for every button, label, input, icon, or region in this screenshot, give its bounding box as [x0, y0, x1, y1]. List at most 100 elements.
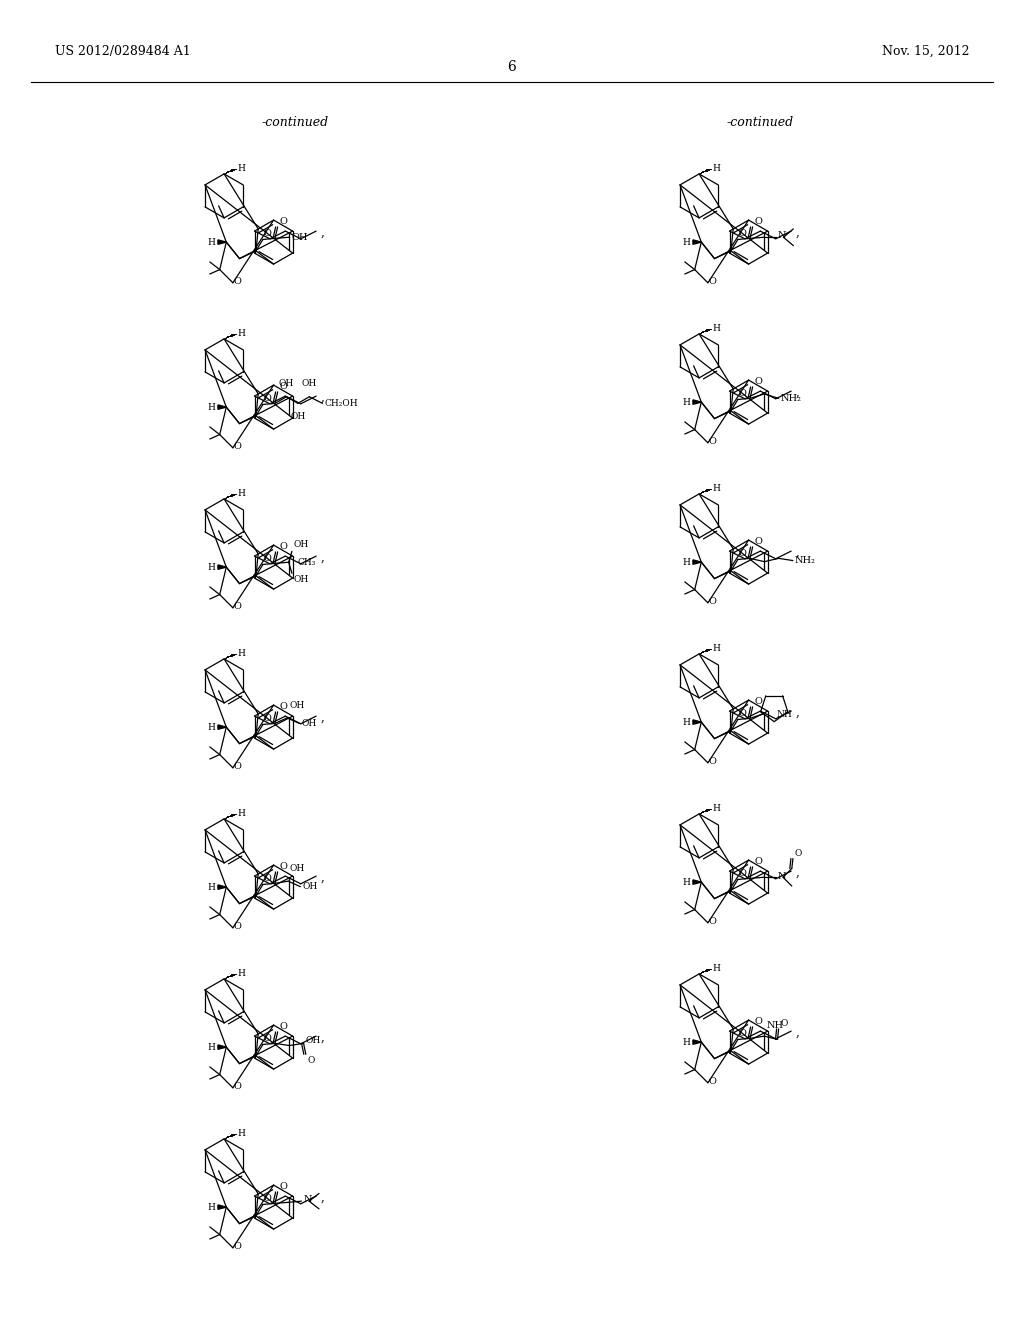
Text: H: H — [238, 164, 245, 173]
Text: H: H — [682, 878, 690, 887]
Polygon shape — [218, 565, 226, 569]
Text: O: O — [755, 697, 763, 706]
Text: ,: , — [321, 550, 324, 564]
Text: H: H — [207, 1043, 215, 1052]
Text: 6: 6 — [508, 59, 516, 74]
Text: H: H — [713, 323, 720, 333]
Text: H: H — [238, 1129, 245, 1138]
Text: OH: OH — [290, 412, 305, 421]
Text: O: O — [755, 857, 763, 866]
Text: H: H — [682, 238, 690, 247]
Text: H: H — [207, 238, 215, 247]
Text: H: H — [207, 562, 215, 572]
Text: O: O — [755, 537, 763, 546]
Text: O: O — [739, 870, 746, 879]
Text: H: H — [682, 557, 690, 566]
Text: O: O — [280, 862, 288, 871]
Text: -continued: -continued — [261, 116, 329, 129]
Text: O: O — [233, 762, 242, 771]
Text: H: H — [238, 329, 245, 338]
Text: N: N — [777, 231, 785, 240]
Text: H: H — [207, 722, 215, 731]
Text: O: O — [264, 1195, 271, 1204]
Text: O: O — [264, 230, 271, 239]
Polygon shape — [218, 240, 226, 244]
Text: O: O — [709, 437, 717, 446]
Text: OH: OH — [294, 540, 309, 549]
Text: ,: , — [321, 1031, 324, 1044]
Text: O: O — [233, 602, 242, 611]
Text: O: O — [709, 758, 717, 767]
Text: OH: OH — [279, 379, 294, 388]
Text: CH₂OH: CH₂OH — [325, 399, 358, 408]
Text: NH: NH — [776, 710, 792, 718]
Text: H: H — [713, 804, 720, 813]
Text: O: O — [780, 1019, 788, 1028]
Polygon shape — [693, 240, 701, 244]
Text: O: O — [280, 543, 288, 550]
Text: O: O — [280, 216, 288, 226]
Text: ,: , — [796, 226, 799, 239]
Polygon shape — [693, 560, 701, 565]
Text: O: O — [739, 549, 746, 558]
Text: OH: OH — [302, 379, 317, 388]
Polygon shape — [693, 1040, 701, 1044]
Text: ,: , — [321, 710, 324, 723]
Text: O: O — [280, 702, 288, 711]
Text: N: N — [303, 1195, 312, 1204]
Text: US 2012/0289484 A1: US 2012/0289484 A1 — [55, 45, 190, 58]
Text: H: H — [713, 644, 720, 652]
Text: CH₃: CH₃ — [297, 558, 315, 566]
Polygon shape — [218, 725, 226, 729]
Polygon shape — [693, 880, 701, 884]
Text: NH: NH — [766, 1020, 783, 1030]
Text: O: O — [709, 917, 717, 927]
Text: O: O — [709, 277, 717, 286]
Text: O: O — [795, 849, 802, 858]
Text: O: O — [739, 230, 746, 239]
Text: O: O — [264, 554, 271, 564]
Text: H: H — [713, 164, 720, 173]
Text: ,: , — [796, 866, 799, 879]
Text: O: O — [233, 442, 242, 451]
Polygon shape — [218, 884, 226, 890]
Text: ,: , — [321, 1191, 324, 1204]
Text: Nov. 15, 2012: Nov. 15, 2012 — [883, 45, 970, 58]
Text: H: H — [682, 397, 690, 407]
Text: O: O — [233, 923, 242, 932]
Text: H: H — [238, 488, 245, 498]
Text: OH: OH — [301, 719, 316, 727]
Text: H: H — [713, 964, 720, 973]
Text: O: O — [233, 1242, 242, 1251]
Polygon shape — [693, 400, 701, 404]
Text: OH: OH — [290, 701, 304, 710]
Text: ,: , — [321, 226, 324, 239]
Text: O: O — [264, 714, 271, 723]
Text: NH₂: NH₂ — [780, 393, 802, 403]
Text: ,: , — [321, 871, 324, 883]
Text: ,: , — [796, 385, 799, 399]
Text: O: O — [280, 1181, 288, 1191]
Text: -continued: -continued — [726, 116, 794, 129]
Text: H: H — [207, 403, 215, 412]
Text: ,: , — [796, 1026, 799, 1039]
Text: O: O — [233, 277, 242, 286]
Text: O: O — [755, 216, 763, 226]
Text: OH: OH — [305, 1036, 321, 1045]
Polygon shape — [218, 1205, 226, 1209]
Text: O: O — [308, 1056, 315, 1065]
Text: O: O — [280, 381, 288, 391]
Polygon shape — [218, 1045, 226, 1049]
Text: O: O — [739, 389, 746, 399]
Text: O: O — [264, 395, 271, 404]
Text: H: H — [207, 883, 215, 891]
Text: O: O — [755, 378, 763, 385]
Text: H: H — [682, 1038, 690, 1047]
Text: ,: , — [321, 391, 324, 404]
Text: O: O — [709, 1077, 717, 1086]
Polygon shape — [693, 719, 701, 725]
Text: O: O — [233, 1082, 242, 1092]
Text: OH: OH — [294, 576, 309, 585]
Text: NH₂: NH₂ — [795, 556, 816, 565]
Text: O: O — [755, 1016, 763, 1026]
